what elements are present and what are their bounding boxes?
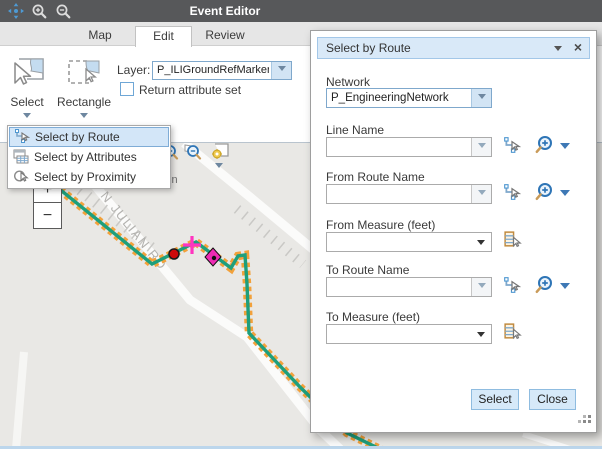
network-dropdown-icon[interactable] [471,89,491,107]
layer-combobox-value: P_ILIGroundRefMarkers [157,64,269,76]
to-measure-combobox[interactable] [326,324,492,344]
network-label: Network [326,75,371,89]
route-line[interactable] [28,161,388,449]
rectangle-tool-dropdown-icon[interactable] [80,113,88,122]
panel-collapse-icon[interactable] [554,46,562,55]
app-title: Event Editor [189,4,261,18]
line-zoom-dropdown-icon[interactable] [560,143,570,154]
map-canvas[interactable]: N JULIAN RD [0,143,602,449]
layer-combobox-dropdown-icon[interactable] [271,62,291,79]
diamond-marker-center [211,255,217,261]
menu-item-label: Select by Route [35,130,120,144]
pan-to-selected-icon[interactable] [183,143,202,165]
rectangle-tool-icon [66,60,102,93]
select-tool-button[interactable]: Select [4,57,50,127]
tab-edit[interactable]: Edit [135,26,192,47]
select-tool-icon [9,58,45,93]
network-value: P_EngineeringNetwork [331,92,449,104]
panel-header[interactable]: Select by Route × [317,37,590,59]
to-route-name-label: To Route Name [326,263,410,277]
zoom-out-icon[interactable] [55,3,72,25]
selection-options-dropdown-icon[interactable] [215,163,223,172]
from-measure-select-on-map-icon[interactable] [503,231,522,253]
to-measure-select-on-map-icon[interactable] [503,323,522,345]
from-route-name-combobox[interactable] [326,184,492,204]
to-route-zoom-icon[interactable] [534,275,554,300]
menu-item-select-by-attributes[interactable]: Select by Attributes [9,147,169,167]
menu-item-select-by-proximity[interactable]: Select by Proximity [9,167,169,187]
line-name-label: Line Name [326,123,385,137]
selection-options-icon[interactable] [210,143,230,165]
from-measure-combobox[interactable] [326,232,492,252]
from-route-name-dropdown-icon[interactable] [471,185,491,203]
from-measure-dropdown-icon[interactable] [477,240,485,249]
menu-item-label: Select by Proximity [34,170,137,184]
to-route-name-combobox[interactable] [326,277,492,297]
tab-map[interactable]: Map [88,28,112,42]
line-select-on-map-icon[interactable] [503,136,522,159]
layer-label: Layer: [117,63,151,77]
to-route-select-on-map-icon[interactable] [503,276,522,299]
select-by-proximity-icon [13,168,29,187]
from-measure-label: From Measure (feet) [326,218,436,232]
pan-icon[interactable] [7,2,25,25]
panel-title: Select by Route [326,41,411,55]
menu-item-select-by-route[interactable]: Select by Route [9,127,169,147]
from-route-zoom-dropdown-icon[interactable] [560,190,570,201]
select-tool-dropdown-icon[interactable] [23,113,31,122]
from-route-select-on-map-icon[interactable] [503,183,522,206]
select-by-attributes-icon [13,148,29,167]
point-event-marker[interactable] [168,248,180,260]
cross-marker[interactable] [183,236,201,254]
window-bottom-border [0,446,602,449]
to-route-name-dropdown-icon[interactable] [471,278,491,296]
from-route-zoom-icon[interactable] [534,182,554,207]
zoom-in-icon[interactable] [31,3,48,25]
select-dropdown-menu: Select by Route Select by Attributes Sel… [7,125,171,189]
menu-item-label: Select by Attributes [34,150,137,164]
select-tool-label: Select [10,95,44,109]
select-by-route-panel: Select by Route × Network P_EngineeringN… [310,30,597,433]
app-titlebar: Event Editor [0,0,602,22]
panel-resize-grip[interactable] [583,420,586,423]
network-combobox[interactable]: P_EngineeringNetwork [326,88,492,108]
panel-close-icon[interactable]: × [573,39,582,55]
to-measure-dropdown-icon[interactable] [477,332,485,341]
return-attribute-set-checkbox[interactable] [120,82,134,96]
map-zoom-control: + − [33,176,62,229]
map-zoom-out-button[interactable]: − [33,202,62,229]
from-route-name-label: From Route Name [326,170,425,184]
to-measure-label: To Measure (feet) [326,310,421,324]
rectangle-tool-label: Rectangle [56,95,112,109]
tab-review[interactable]: Review [205,28,245,42]
line-zoom-icon[interactable] [534,135,554,160]
line-name-combobox[interactable] [326,137,492,157]
to-route-zoom-dropdown-icon[interactable] [560,283,570,294]
return-attribute-set-label: Return attribute set [139,83,242,97]
layer-combobox[interactable]: P_ILIGroundRefMarkers [152,61,292,80]
line-name-dropdown-icon[interactable] [471,138,491,156]
select-button[interactable]: Select [471,389,519,410]
road [12,351,28,449]
rectangle-tool-button[interactable]: Rectangle [55,57,113,127]
close-button[interactable]: Close [529,389,576,410]
select-by-route-icon [14,128,31,147]
